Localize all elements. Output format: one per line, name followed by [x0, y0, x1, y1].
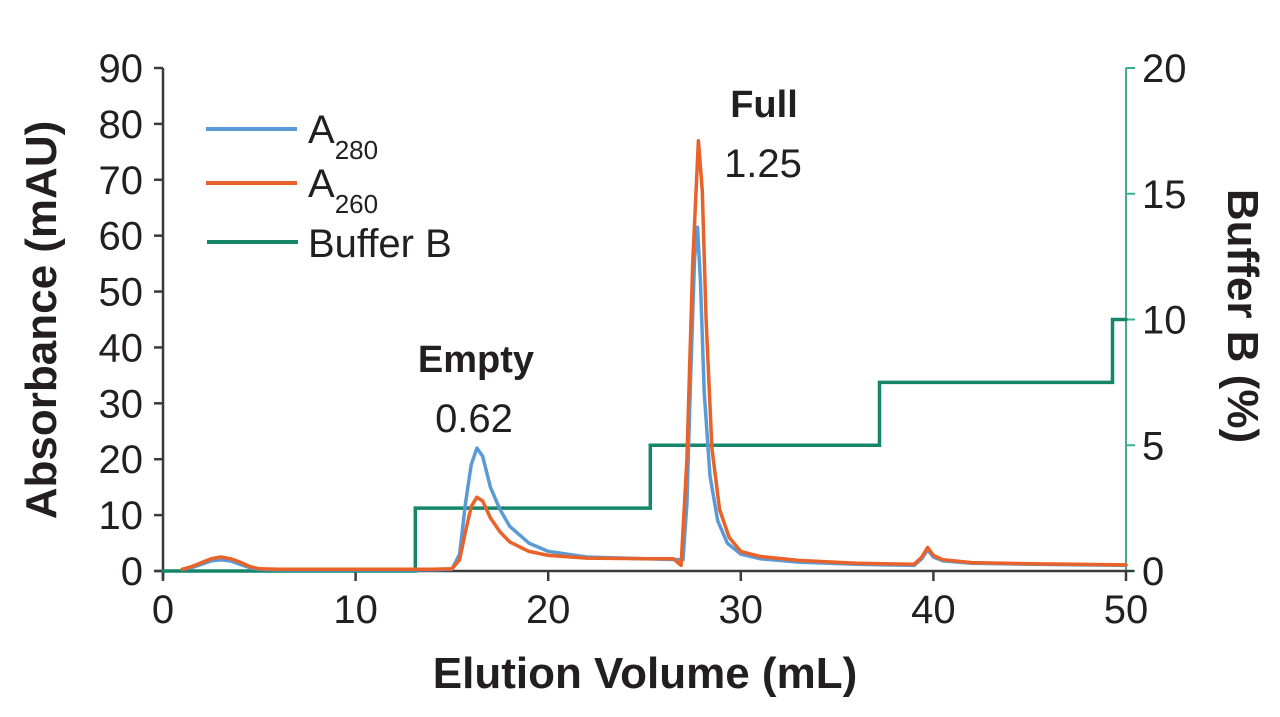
- series-a280-line: [180, 225, 1128, 572]
- y-tick-label: 60: [99, 215, 144, 259]
- annotation-full-title: Full: [730, 84, 798, 126]
- x-axis-title: Elution Volume (mL): [433, 649, 858, 698]
- series-buffer-b-line: [161, 317, 1128, 573]
- y-axis-right: 0 5 10 15 20: [1125, 47, 1187, 594]
- y-axis-title: Absorbance (mAU): [17, 121, 66, 520]
- x-tick-label: 30: [719, 588, 764, 632]
- y-tick-label: 40: [99, 326, 144, 370]
- legend-label-buffer-b: Buffer B: [308, 222, 452, 266]
- x-tick-label: 0: [152, 588, 174, 632]
- y-tick-label: 90: [99, 47, 144, 91]
- legend: A280 A260 Buffer B: [206, 108, 452, 266]
- y2-tick-label: 20: [1142, 47, 1187, 91]
- y-tick-label: 50: [99, 271, 144, 315]
- y2-tick-label: 5: [1142, 424, 1164, 468]
- series-layer: [161, 138, 1128, 573]
- y-tick-label: 0: [121, 550, 143, 594]
- legend-label-a280: A280: [308, 108, 378, 165]
- x-axis: 0 10 20 30 40 50: [152, 569, 1149, 632]
- y-tick-label: 30: [99, 382, 144, 426]
- annotation-full: Full 1.25: [724, 84, 802, 186]
- y2-tick-label: 15: [1142, 173, 1187, 217]
- series-a260-line: [180, 138, 1128, 572]
- y2-axis-title: Buffer B (%): [1218, 189, 1267, 443]
- x-tick-label: 10: [333, 588, 378, 632]
- legend-item-buffer-b[interactable]: Buffer B: [207, 222, 452, 266]
- legend-item-a280[interactable]: A280: [206, 108, 378, 165]
- legend-item-a260[interactable]: A260: [206, 162, 378, 219]
- x-tick-label: 50: [1104, 588, 1149, 632]
- y-tick-label: 10: [99, 494, 144, 538]
- annotation-empty-value: 0.62: [435, 397, 513, 441]
- legend-label-a260: A260: [308, 162, 378, 219]
- y-tick-label: 70: [99, 159, 144, 203]
- y-tick-label: 20: [99, 438, 144, 482]
- y-axis-left: 0 10 20 30 40 50 60 70 80 90: [99, 47, 165, 594]
- x-tick-label: 40: [911, 588, 956, 632]
- annotation-empty: Empty 0.62: [418, 339, 534, 441]
- y2-tick-label: 0: [1142, 550, 1164, 594]
- annotation-full-value: 1.25: [724, 142, 802, 186]
- y2-tick-label: 10: [1142, 299, 1187, 343]
- annotation-empty-title: Empty: [418, 339, 534, 381]
- x-tick-label: 20: [526, 588, 571, 632]
- y-tick-label: 80: [99, 103, 144, 147]
